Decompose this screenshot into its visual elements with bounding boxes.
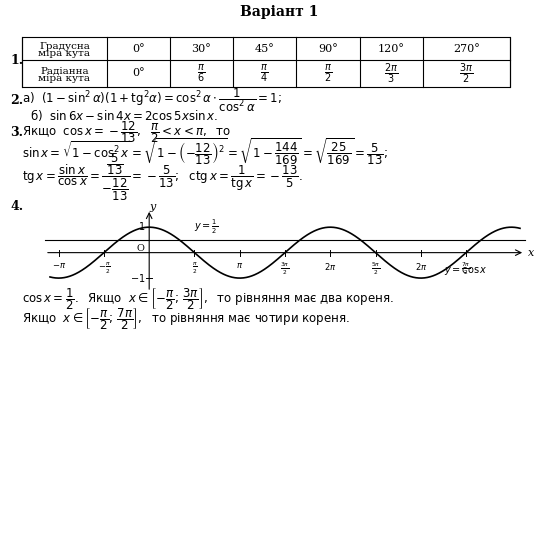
Text: міра кута: міра кута [39,49,90,58]
Text: 270°: 270° [453,44,480,54]
Text: $\frac{2\pi}{3}$: $\frac{2\pi}{3}$ [384,61,398,86]
Text: $\sin x = \sqrt{1 - \cos^2 x} = \sqrt{1 - \left(-\dfrac{12}{13}\right)^2} = \sqr: $\sin x = \sqrt{1 - \cos^2 x} = \sqrt{1 … [22,137,388,167]
Text: $-1$: $-1$ [130,272,145,284]
Text: y: y [149,202,155,212]
Text: 4.: 4. [10,201,23,213]
Text: $\cos x = \dfrac{1}{2}.$  Якщо  $x \in \left[-\dfrac{\pi}{2};\, \dfrac{3\pi}{2}\: $\cos x = \dfrac{1}{2}.$ Якщо $x \in \le… [22,286,394,312]
Text: $2\pi$: $2\pi$ [324,260,336,272]
Text: x: x [528,248,534,258]
Text: Варіант 1: Варіант 1 [240,5,318,19]
Text: $\frac{3\pi}{2}$: $\frac{3\pi}{2}$ [280,260,290,277]
Text: Градусна: Градусна [39,42,90,51]
Text: $\frac{7\pi}{2}$: $\frac{7\pi}{2}$ [461,260,471,277]
Text: $\frac{\pi}{6}$: $\frac{\pi}{6}$ [198,62,205,84]
Text: а)  $(1 - \sin^2\alpha)(1 + \mathrm{tg}^2\alpha) = \cos^2\alpha \cdot \dfrac{1}{: а) $(1 - \sin^2\alpha)(1 + \mathrm{tg}^2… [22,86,282,114]
Text: 1.: 1. [10,54,23,67]
Text: 30°: 30° [191,44,211,54]
Text: 45°: 45° [254,44,275,54]
Text: 2.: 2. [10,94,23,107]
Text: $\frac{3\pi}{2}$: $\frac{3\pi}{2}$ [459,61,474,86]
Text: 0°: 0° [132,44,145,54]
Text: 3.: 3. [10,125,23,138]
Text: $y = \cos x$: $y = \cos x$ [444,265,488,277]
Text: $y = \frac{1}{2}$: $y = \frac{1}{2}$ [194,218,219,236]
Text: Якщо  $x \in \left[-\dfrac{\pi}{2};\, \dfrac{7\pi}{2}\right],$  то рівняння має : Якщо $x \in \left[-\dfrac{\pi}{2};\, \df… [22,306,350,332]
Text: $\pi$: $\pi$ [236,260,243,270]
Text: $\frac{\pi}{2}$: $\frac{\pi}{2}$ [191,260,198,276]
Text: 120°: 120° [378,44,405,54]
Text: міра кута: міра кута [39,74,90,83]
Text: 1: 1 [139,222,145,232]
Text: Якщо  $\cos x = -\dfrac{12}{13},$  $\dfrac{\pi}{2} < x < \pi,$  то: Якщо $\cos x = -\dfrac{12}{13},$ $\dfrac… [22,119,231,145]
Text: 0°: 0° [132,68,145,79]
Text: $-\frac{\pi}{2}$: $-\frac{\pi}{2}$ [98,260,110,276]
Text: $\frac{\pi}{4}$: $\frac{\pi}{4}$ [261,62,268,84]
Text: $\mathrm{tg}\, x = \dfrac{\sin x}{\cos x} = \dfrac{\dfrac{5}{13}}{-\dfrac{12}{13: $\mathrm{tg}\, x = \dfrac{\sin x}{\cos x… [22,152,302,202]
Text: $-\pi$: $-\pi$ [51,260,66,270]
Text: б)  $\sin 6x - \sin 4x = 2\cos 5x \sin x.$: б) $\sin 6x - \sin 4x = 2\cos 5x \sin x.… [30,107,218,123]
Text: 90°: 90° [318,44,338,54]
Text: O: O [136,244,144,253]
Text: $\frac{5\pi}{2}$: $\frac{5\pi}{2}$ [371,260,380,277]
Text: $2\pi$: $2\pi$ [415,260,427,272]
Text: $\frac{\pi}{2}$: $\frac{\pi}{2}$ [324,62,332,84]
Text: Радіанна: Радіанна [40,67,89,76]
